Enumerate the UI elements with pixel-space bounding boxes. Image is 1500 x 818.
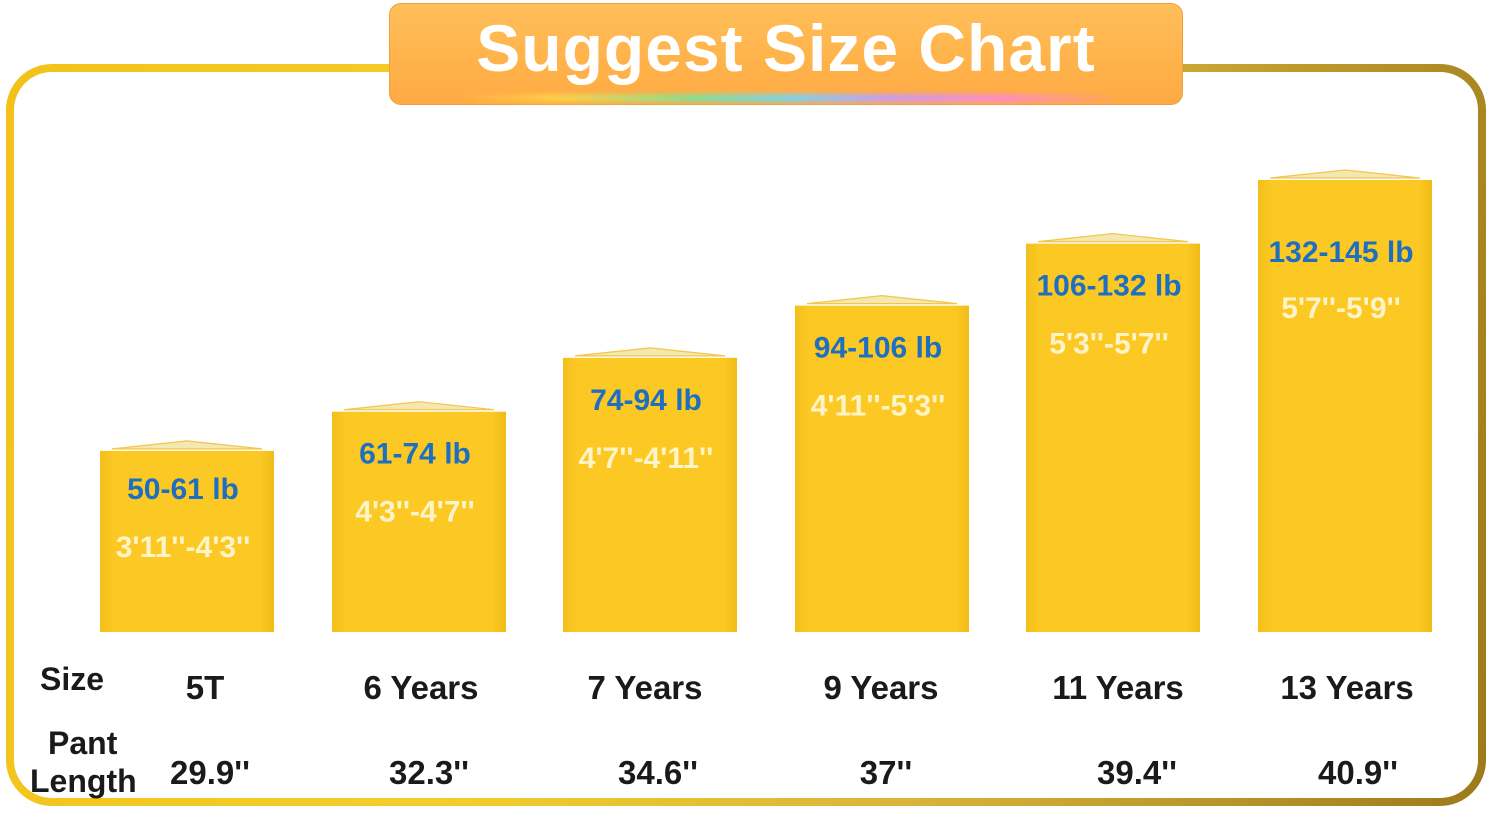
bar-cap <box>1269 169 1421 179</box>
bar-height-label: 5'7''-5'9'' <box>1281 292 1401 325</box>
title-banner: Suggest Size Chart <box>389 3 1183 105</box>
bar-weight-label: 94-106 lb <box>814 332 942 365</box>
bar-height-label: 4'3''-4'7'' <box>355 496 475 529</box>
size-category-label: 11 Years <box>1052 669 1184 706</box>
pant-length-value: 39.4'' <box>1097 754 1177 791</box>
bar-cap <box>1037 233 1189 243</box>
bar-cap <box>574 347 726 357</box>
bar-height-label: 4'11''-5'3'' <box>811 390 946 423</box>
bar-cap <box>111 440 263 450</box>
size-bar-4 <box>795 305 969 632</box>
size-bar-2 <box>332 411 506 632</box>
pant-row-label-line2: Length <box>30 763 137 799</box>
pant-length-value: 37'' <box>860 754 912 791</box>
size-category-label: 13 Years <box>1280 669 1413 706</box>
chart-frame <box>6 64 1486 806</box>
bar-weight-label: 61-74 lb <box>359 438 471 471</box>
bar-weight-label: 74-94 lb <box>590 384 702 417</box>
pant-row-label-line1: Pant <box>48 725 118 761</box>
size-row-label: Size <box>40 661 105 697</box>
bar-cap <box>806 295 958 305</box>
size-category-label: 9 Years <box>823 669 938 706</box>
pant-length-value: 29.9'' <box>170 754 250 791</box>
size-category-label: 7 Years <box>587 669 702 706</box>
pant-length-value: 32.3'' <box>389 754 469 791</box>
pant-length-value: 34.6'' <box>618 754 698 791</box>
bar-height-label: 3'11''-4'3'' <box>116 531 251 564</box>
chart-title: Suggest Size Chart <box>476 11 1096 85</box>
bar-height-label: 4'7''-4'11'' <box>579 442 714 475</box>
bar-height-label: 5'3''-5'7'' <box>1049 328 1169 361</box>
pant-length-value: 40.9'' <box>1318 754 1398 791</box>
bar-weight-label: 132-145 lb <box>1268 236 1413 269</box>
size-bar-1 <box>100 450 274 632</box>
bar-weight-label: 106-132 lb <box>1036 270 1181 303</box>
title-glow <box>460 94 1120 102</box>
size-bar-3 <box>563 357 737 632</box>
size-bar-5 <box>1026 243 1200 633</box>
size-category-label: 6 Years <box>363 669 478 706</box>
size-bar-6 <box>1258 180 1432 632</box>
bar-cap <box>343 401 495 411</box>
bar-weight-label: 50-61 lb <box>127 473 239 506</box>
size-category-label: 5T <box>186 669 225 706</box>
